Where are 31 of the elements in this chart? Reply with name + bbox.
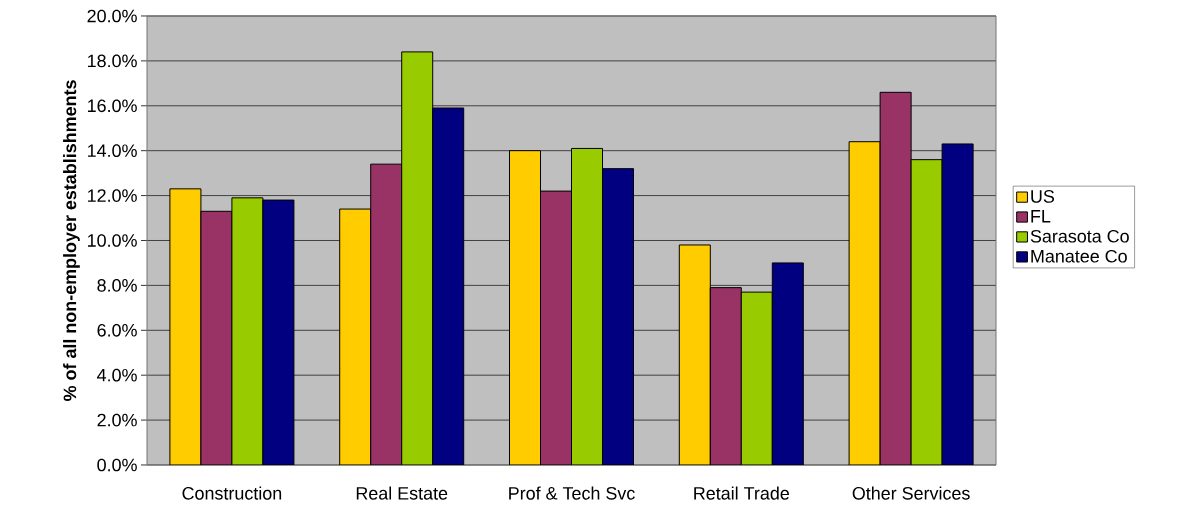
y-tick-label: 12.0% bbox=[88, 189, 137, 202]
bar bbox=[879, 91, 912, 465]
legend-label: Sarasota Co bbox=[1030, 229, 1129, 243]
bar bbox=[200, 210, 233, 465]
y-tick-label: 20.0% bbox=[87, 9, 137, 23]
bar bbox=[432, 107, 465, 465]
y-tick-label: 18.0% bbox=[88, 54, 137, 68]
bar bbox=[709, 287, 742, 465]
y-tick-label: 0.0% bbox=[97, 458, 137, 472]
y-tick-label: 16.0% bbox=[88, 99, 137, 113]
y-axis-title: % of all non-employer establishments bbox=[63, 80, 80, 401]
y-tick-label: 10.0% bbox=[88, 234, 137, 247]
x-tick-label: Prof & Tech Svc bbox=[509, 486, 635, 500]
bar bbox=[262, 199, 295, 465]
legend-label: FL bbox=[1031, 210, 1051, 223]
y-tick-label: 8.0% bbox=[97, 279, 137, 292]
bar bbox=[941, 143, 974, 465]
bar bbox=[540, 190, 573, 465]
x-tick-label: Construction bbox=[182, 486, 282, 500]
bar bbox=[771, 262, 804, 465]
y-tick-label: 2.0% bbox=[97, 413, 137, 427]
y-tick-label: 4.0% bbox=[97, 368, 137, 382]
legend-label: US bbox=[1031, 190, 1055, 203]
legend-label: Manatee Co bbox=[1031, 249, 1127, 263]
y-tick-label: 6.0% bbox=[97, 323, 137, 337]
x-tick-label: Retail Trade bbox=[694, 486, 789, 500]
bar bbox=[602, 168, 635, 465]
bar bbox=[370, 163, 403, 465]
y-tick-label: 14.0% bbox=[88, 144, 137, 158]
x-tick-label: Other Services bbox=[852, 486, 970, 500]
x-tick-label: Real Estate bbox=[356, 486, 448, 500]
